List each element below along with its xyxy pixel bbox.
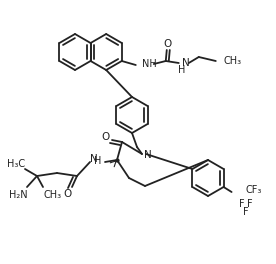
Text: CH₃: CH₃ bbox=[44, 190, 62, 200]
Text: N: N bbox=[144, 150, 152, 160]
Text: N: N bbox=[182, 58, 190, 68]
Text: H: H bbox=[94, 156, 102, 166]
Text: CF₃: CF₃ bbox=[246, 185, 262, 195]
Text: F: F bbox=[243, 207, 248, 217]
Text: O: O bbox=[63, 189, 71, 199]
Text: O: O bbox=[164, 39, 172, 49]
Text: F: F bbox=[239, 199, 245, 209]
Text: H₃C: H₃C bbox=[7, 159, 25, 169]
Text: H: H bbox=[178, 65, 185, 75]
Text: O: O bbox=[101, 132, 109, 142]
Text: N: N bbox=[90, 154, 98, 164]
Text: H₂N: H₂N bbox=[9, 190, 27, 200]
Text: NH: NH bbox=[142, 59, 156, 69]
Text: F: F bbox=[247, 199, 252, 209]
Text: CH₃: CH₃ bbox=[224, 56, 242, 66]
